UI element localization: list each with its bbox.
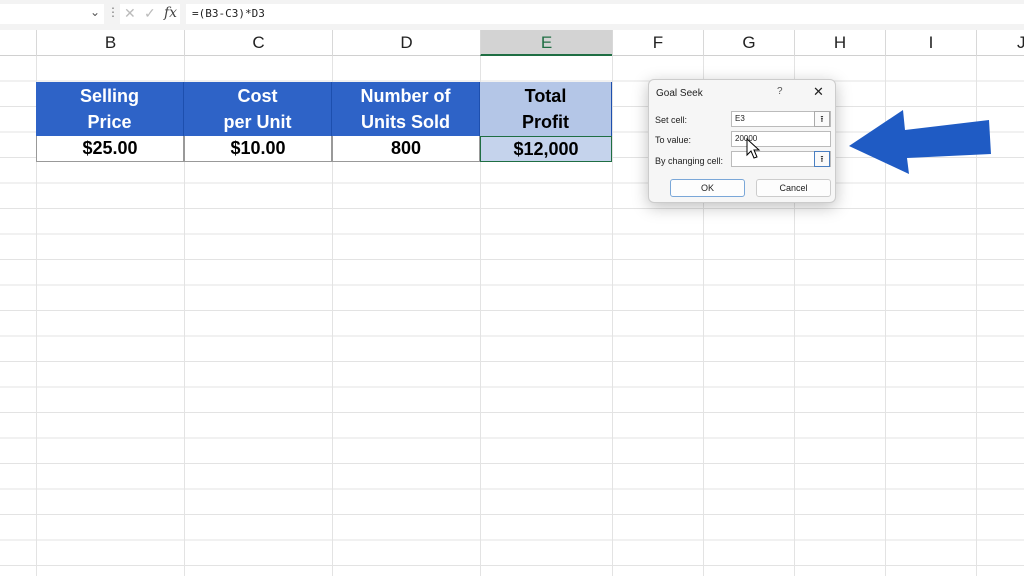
arrow-icon	[849, 110, 991, 174]
header-units-sold[interactable]: Number of Units Sold	[332, 82, 480, 136]
chevron-down-icon[interactable]: ⌄	[90, 5, 101, 19]
help-button[interactable]: ?	[777, 86, 783, 97]
cancel-icon[interactable]: ✕	[124, 5, 136, 21]
header-total-profit[interactable]: Total Profit	[480, 82, 612, 136]
header-line: Cost	[237, 86, 278, 106]
cell-d3[interactable]: 800	[332, 136, 480, 162]
header-line: Price	[87, 112, 132, 132]
header-line: Profit	[522, 112, 569, 132]
header-selling-price[interactable]: Selling Price	[36, 82, 184, 136]
header-line: Units Sold	[361, 112, 450, 132]
column-headers: B C D E F G H I J	[0, 30, 1024, 56]
ok-button[interactable]: OK	[670, 179, 745, 197]
formula-bar: ⌄ ⋮ ✕ ✓ fx =(B3-C3)*D3	[0, 0, 1024, 30]
to-value-label: To value:	[655, 135, 692, 145]
header-line: Total	[524, 86, 567, 106]
header-line: Number of	[360, 86, 451, 106]
column-header-g[interactable]: G	[703, 30, 794, 56]
column-header-e[interactable]: E	[480, 30, 612, 56]
cancel-button[interactable]: Cancel	[756, 179, 831, 197]
goal-seek-dialog: Goal Seek ? ✕ Set cell: E3 ⭱ To value: 20…	[648, 79, 836, 203]
cell-b3[interactable]: $25.00	[36, 136, 184, 162]
to-value-input[interactable]: 20000	[731, 131, 831, 147]
column-header-h[interactable]: H	[794, 30, 885, 56]
column-header-f[interactable]: F	[612, 30, 703, 56]
header-cost-per-unit[interactable]: Cost per Unit	[184, 82, 332, 136]
range-picker-icon[interactable]: ⭱	[814, 151, 830, 167]
range-picker-icon[interactable]: ⭱	[814, 111, 830, 127]
column-header-i[interactable]: I	[885, 30, 976, 56]
close-button[interactable]: ✕	[813, 84, 824, 99]
formula-input[interactable]: =(B3-C3)*D3	[186, 4, 1024, 24]
set-cell-value: E3	[735, 114, 745, 123]
more-icon: ⋮	[107, 5, 119, 19]
cell-c3[interactable]: $10.00	[184, 136, 332, 162]
changing-cell-label: By changing cell:	[655, 156, 724, 166]
insert-function-icon[interactable]: fx	[164, 5, 178, 21]
column-header-b[interactable]: B	[36, 30, 184, 56]
enter-icon[interactable]: ✓	[144, 5, 156, 21]
set-cell-label: Set cell:	[655, 115, 688, 125]
set-cell-input[interactable]: E3 ⭱	[731, 111, 831, 127]
header-line: per Unit	[223, 112, 292, 132]
cell-e3[interactable]: $12,000	[480, 136, 612, 162]
column-header-d[interactable]: D	[332, 30, 480, 56]
mouse-pointer-icon	[746, 138, 761, 159]
column-header-c[interactable]: C	[184, 30, 332, 56]
dialog-title: Goal Seek	[656, 88, 703, 99]
name-box[interactable]	[0, 4, 104, 24]
header-line: Selling	[79, 86, 139, 106]
column-header-j[interactable]: J	[976, 30, 1024, 56]
